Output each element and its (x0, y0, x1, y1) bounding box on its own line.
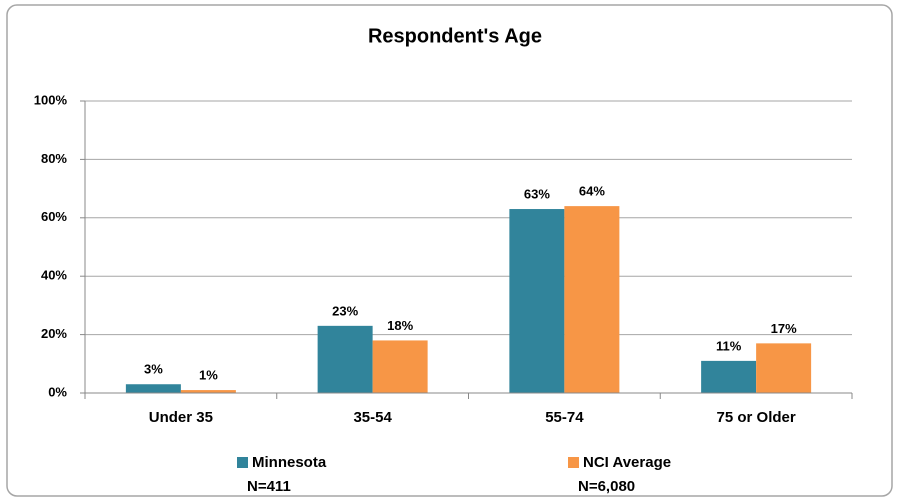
bar (180, 390, 236, 393)
bar (509, 209, 565, 393)
bar (317, 325, 373, 393)
x-tick-label: 75 or Older (717, 409, 796, 426)
x-tick-label: 55-74 (545, 409, 584, 426)
legend-note: N=411 (247, 478, 291, 495)
bar (701, 360, 757, 393)
value-label: 18% (387, 318, 413, 333)
value-label: 64% (579, 184, 605, 199)
legend-label: NCI Average (583, 454, 671, 471)
legend-note: N=6,080 (578, 478, 635, 495)
y-tick-label: 100% (34, 92, 68, 107)
legend-swatch (237, 457, 248, 468)
bar (125, 384, 181, 393)
bar (756, 343, 812, 393)
value-label: 63% (524, 186, 550, 201)
value-label: 17% (771, 321, 797, 336)
bar (372, 340, 428, 393)
y-tick-label: 80% (41, 151, 67, 166)
legend-swatch (568, 457, 579, 468)
value-label: 3% (144, 362, 163, 377)
value-label: 23% (332, 303, 358, 318)
chart-title: Respondent's Age (368, 25, 542, 47)
x-tick-label: Under 35 (149, 409, 213, 426)
legend-label: Minnesota (252, 454, 327, 471)
bar (564, 206, 620, 393)
y-tick-label: 20% (41, 326, 67, 341)
chart-border (6, 4, 893, 497)
value-label: 11% (716, 338, 742, 353)
value-label: 1% (199, 368, 218, 383)
y-tick-label: 60% (41, 209, 67, 224)
y-tick-label: 40% (41, 268, 67, 283)
y-tick-label: 0% (48, 384, 67, 399)
x-tick-label: 35-54 (353, 409, 392, 426)
